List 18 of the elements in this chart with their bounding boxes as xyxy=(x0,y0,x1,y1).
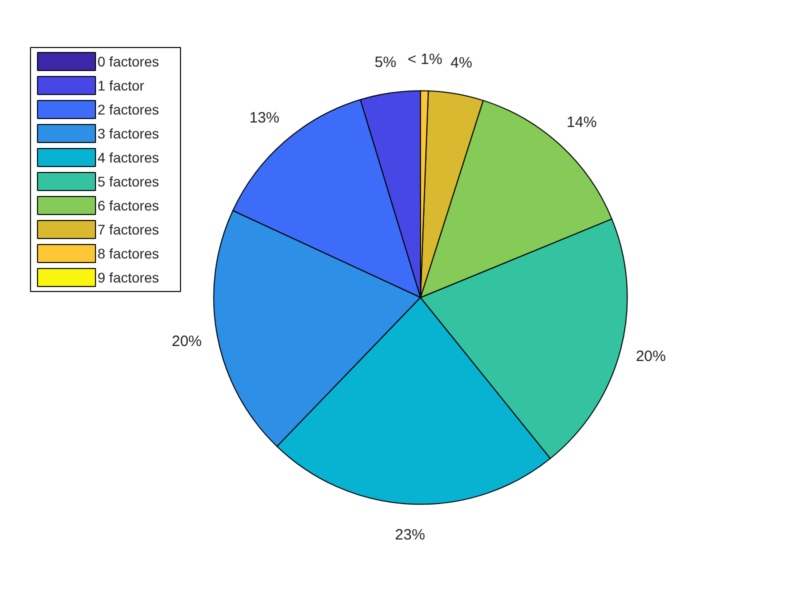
data-label: 13% xyxy=(249,110,280,127)
legend-label: 0 factores xyxy=(98,54,159,70)
data-label: 20% xyxy=(636,348,666,366)
data-label: 4% xyxy=(450,54,472,72)
legend-label: 7 factores xyxy=(98,222,159,238)
data-label: 14% xyxy=(566,114,597,132)
legend-label: 6 factores xyxy=(98,198,159,214)
legend-label: 1 factor xyxy=(98,78,145,94)
data-label: 20% xyxy=(172,332,202,350)
data-label: 5% xyxy=(374,54,396,71)
legend-label: 2 factores xyxy=(98,102,159,118)
legend-label: 3 factores xyxy=(98,126,159,142)
data-label: < 1% xyxy=(408,51,442,68)
data-label: 23% xyxy=(395,526,426,544)
legend-label: 9 factores xyxy=(98,270,159,286)
legend-label: 4 factores xyxy=(98,150,159,166)
legend-label: 5 factores xyxy=(98,174,159,190)
legend-label: 8 factores xyxy=(98,246,159,262)
